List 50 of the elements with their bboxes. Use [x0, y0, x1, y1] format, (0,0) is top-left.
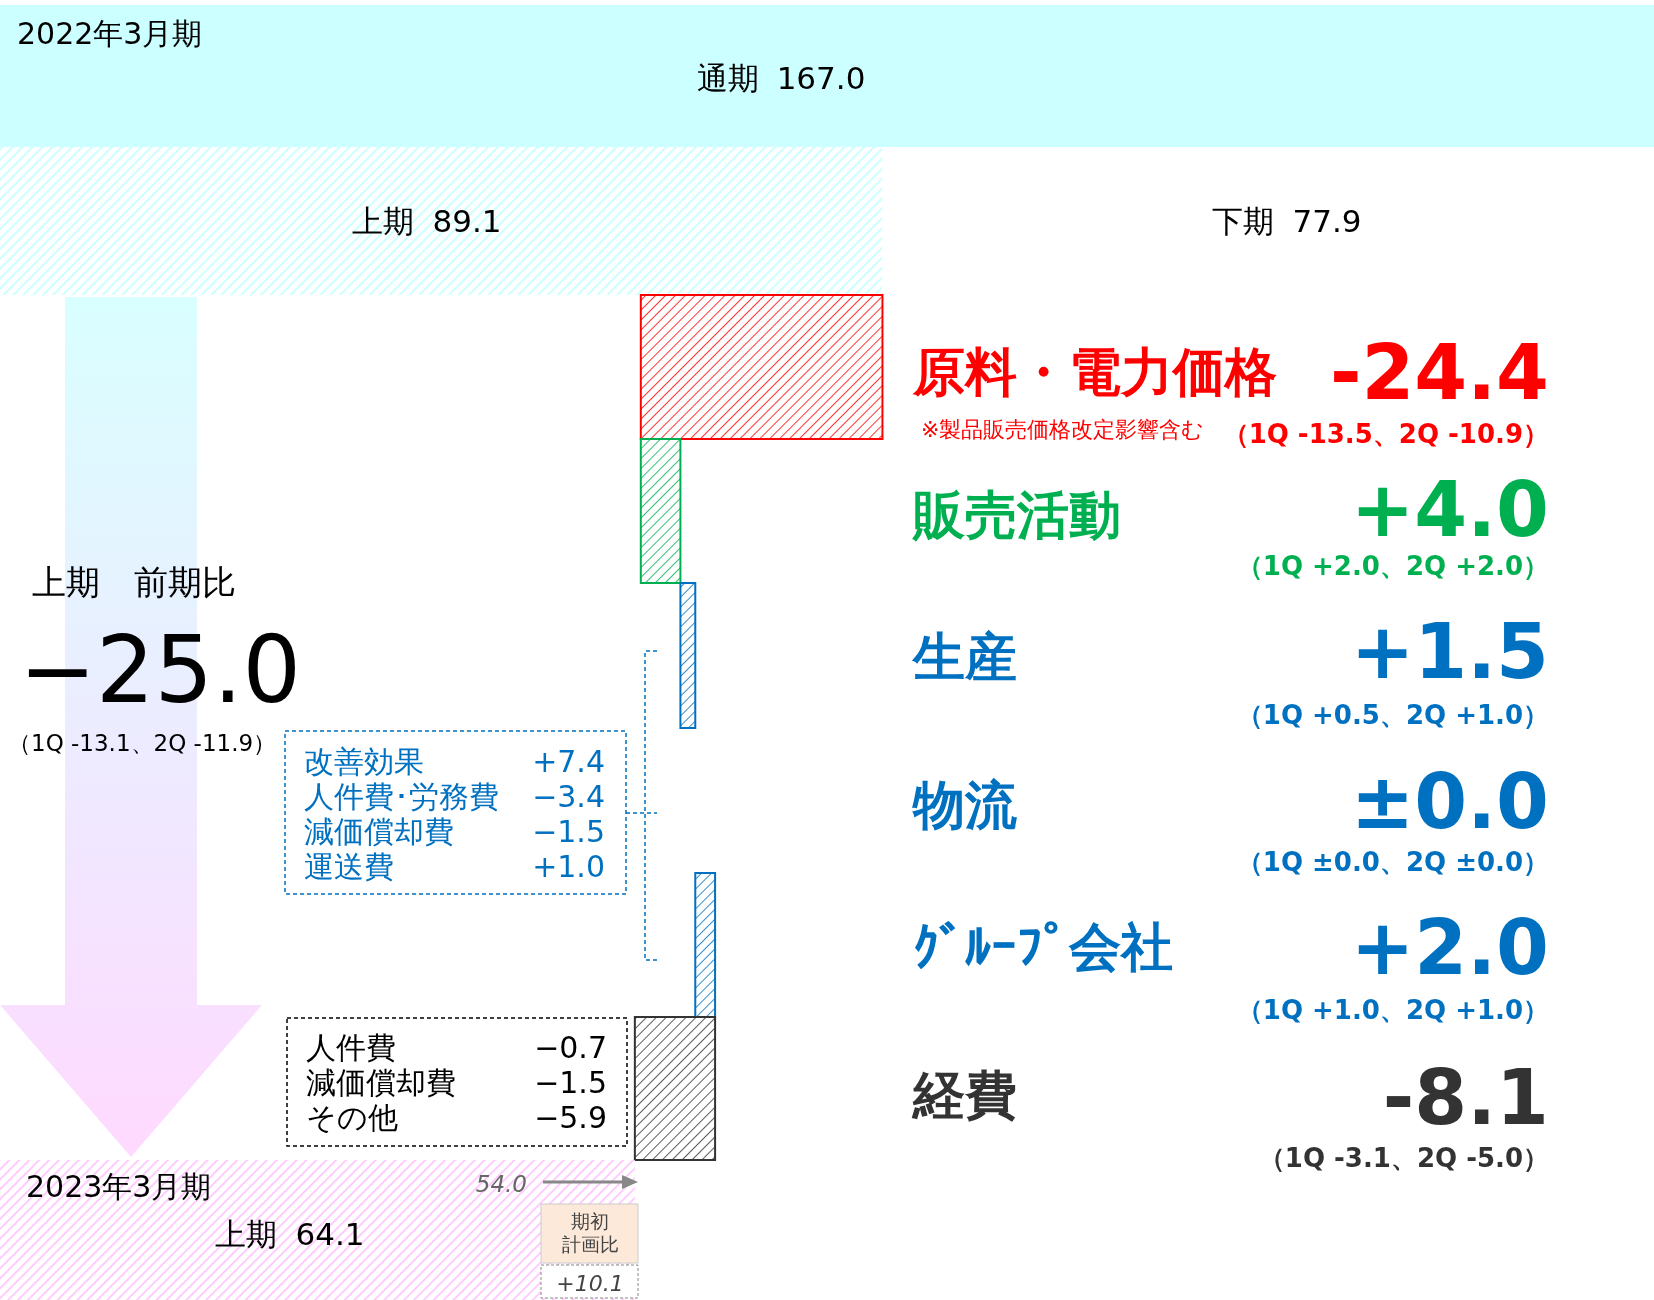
text: その他 [306, 1100, 398, 1135]
data-label: 64.1 [295, 1216, 365, 1252]
text: 2023年3月期 [26, 1169, 212, 1204]
text: 人件費 [306, 1030, 396, 1065]
category-label: 原料・電力価格 [912, 342, 1277, 402]
text: 2022年3月期 [17, 16, 203, 51]
category-label: 経費 [911, 1065, 1017, 1125]
text: （1Q -3.1、2Q -5.0） [1258, 1143, 1549, 1173]
data-label: +4.0 [1350, 465, 1549, 554]
category-label: 物流 [912, 775, 1017, 835]
data-label: -24.4 [1329, 328, 1549, 417]
text: 人件費･労務費 [304, 779, 499, 814]
data-label: -8.1 [1382, 1053, 1549, 1142]
category-label: 上期 [215, 1216, 278, 1252]
text: 上期 前期比 [32, 562, 236, 602]
text: −25.0 [19, 617, 301, 724]
text: （1Q ±0.0、2Q ±0.0） [1236, 847, 1549, 877]
data-label: 77.9 [1292, 203, 1362, 239]
text: （1Q +0.5、2Q +1.0） [1236, 700, 1549, 730]
text: 改善効果 [304, 744, 424, 779]
text: 期初 [571, 1210, 609, 1232]
category-label: 販売活動 [911, 485, 1121, 545]
data-label: +2.0 [1350, 903, 1549, 992]
text: −1.5 [532, 814, 605, 849]
text: 計画比 [561, 1233, 619, 1255]
category-label: 下期 [1212, 203, 1275, 239]
text: （1Q -13.5、2Q -10.9） [1222, 419, 1549, 449]
category-label: 上期 [352, 203, 415, 239]
category-label: 通期 [696, 60, 759, 96]
data-label: 167.0 [776, 60, 866, 96]
text: −3.4 [532, 779, 605, 814]
text: （1Q +1.0、2Q +1.0） [1236, 995, 1549, 1025]
text: （1Q +2.0、2Q +2.0） [1236, 551, 1549, 581]
text: 減価償却費 [306, 1065, 456, 1100]
text: 運送費 [304, 849, 394, 884]
text: （1Q -13.1、2Q -11.9） [8, 730, 277, 756]
category-label: 生産 [911, 627, 1017, 687]
text: +10.1 [556, 1271, 624, 1296]
text: −0.7 [534, 1030, 607, 1065]
category-label: ｸﾞﾙｰﾌﾟ会社 [913, 917, 1173, 977]
data-label: 89.1 [432, 203, 502, 239]
text: +1.0 [532, 849, 605, 884]
text: −1.5 [534, 1065, 607, 1100]
text: 54.0 [475, 1171, 527, 1197]
text: −5.9 [534, 1100, 607, 1135]
text: +7.4 [532, 744, 605, 779]
data-label: +1.5 [1350, 607, 1549, 696]
text: 減価償却費 [304, 814, 454, 849]
data-label: ±0.0 [1350, 757, 1549, 846]
text: ※製品販売価格改定影響含む [921, 417, 1205, 442]
